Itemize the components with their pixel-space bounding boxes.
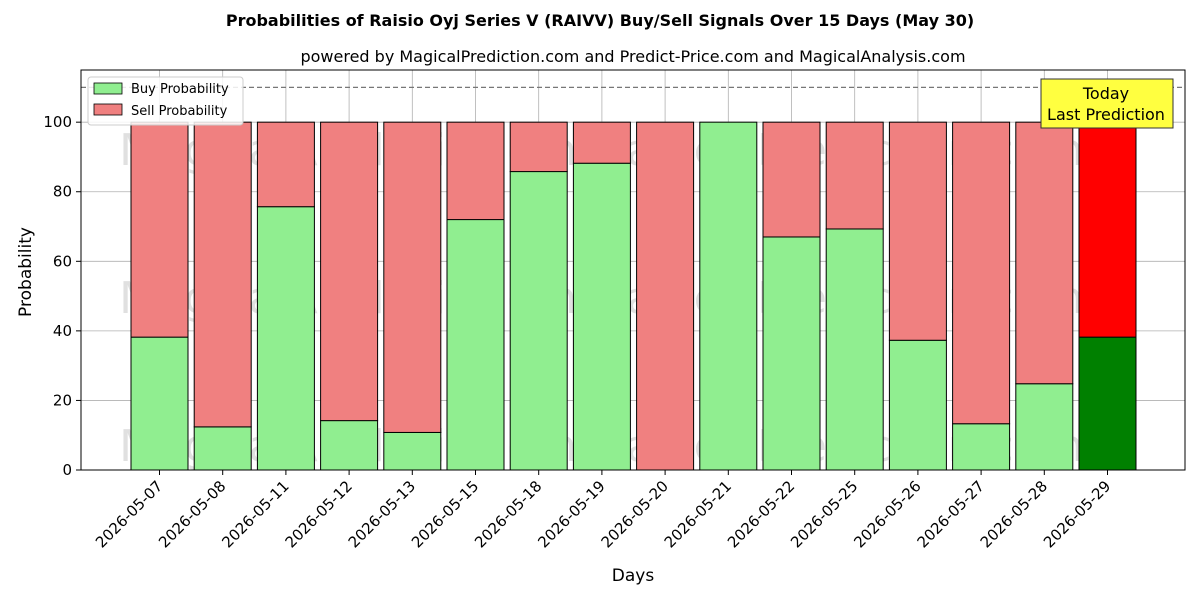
bar-buy — [699, 121, 758, 471]
plot-frame — [80, 69, 1186, 471]
x-tick-label: 2026-05-18 — [471, 477, 545, 551]
y-tick-label: 20 — [53, 391, 72, 409]
bar-buy — [383, 431, 442, 471]
x-tick-label: 2026-05-27 — [914, 477, 988, 551]
x-tick-label: 2026-05-11 — [218, 477, 292, 551]
bars — [130, 121, 1137, 471]
legend-swatch-sell — [93, 103, 123, 116]
legend: Buy Probability Sell Probability — [87, 76, 244, 126]
bar-sell — [636, 121, 695, 471]
x-tick-label: 2026-05-15 — [408, 477, 482, 551]
x-axis-ticks: 2026-05-072026-05-082026-05-112026-05-12… — [92, 470, 1114, 551]
annotation-box — [1040, 78, 1174, 129]
bar-sell — [1015, 121, 1074, 385]
bar-buy — [952, 423, 1011, 471]
chart-subtitle: powered by MagicalPrediction.com and Pre… — [300, 47, 965, 66]
legend-swatch-buy — [93, 82, 123, 95]
x-tick-label: 2026-05-13 — [345, 477, 419, 551]
bar-buy — [1015, 383, 1074, 471]
annotation-line-2: Last Prediction — [1047, 105, 1165, 124]
bar-buy — [320, 420, 379, 471]
bar-buy — [130, 336, 189, 471]
legend-label-buy: Buy Probability — [131, 82, 229, 97]
bar-buy — [1078, 336, 1137, 471]
x-tick-label: 2026-05-22 — [724, 477, 798, 551]
bar-sell — [320, 121, 379, 422]
x-tick-label: 2026-05-07 — [92, 477, 166, 551]
annotation-line-1: Today — [1082, 84, 1129, 103]
bar-sell — [509, 121, 568, 173]
bar-sell — [193, 121, 252, 428]
bar-buy — [825, 228, 884, 471]
bar-sell — [572, 121, 631, 164]
x-tick-label: 2026-05-26 — [850, 477, 924, 551]
today-annotation: Today Last Prediction — [1040, 78, 1174, 129]
chart-title: Probabilities of Raisio Oyj Series V (RA… — [226, 11, 974, 30]
y-axis-ticks: 0 20 40 60 80 100 — [43, 113, 81, 479]
y-tick-label: 60 — [53, 252, 72, 270]
bar-sell — [383, 121, 442, 433]
bar-sell — [888, 121, 947, 341]
x-tick-label: 2026-05-28 — [977, 477, 1051, 551]
y-tick-label: 40 — [53, 322, 72, 340]
bar-sell — [762, 121, 821, 238]
x-axis-label: Days — [612, 566, 655, 586]
bar-buy — [256, 206, 315, 471]
bar-buy — [193, 426, 252, 471]
bar-sell — [130, 121, 189, 338]
bar-sell — [1078, 121, 1137, 338]
legend-label-sell: Sell Probability — [131, 104, 228, 119]
x-tick-label: 2026-05-20 — [598, 477, 672, 551]
bar-buy — [509, 171, 568, 471]
bar-buy — [888, 339, 947, 471]
y-tick-label: 0 — [62, 461, 72, 479]
bar-sell — [446, 121, 505, 221]
bar-sell — [256, 121, 315, 208]
y-tick-label: 100 — [43, 113, 72, 131]
bar-buy — [572, 162, 631, 471]
x-tick-label: 2026-05-29 — [1040, 477, 1114, 551]
bar-sell — [825, 121, 884, 230]
y-tick-label: 80 — [53, 183, 72, 201]
y-axis-label: Probability — [16, 227, 36, 317]
x-tick-label: 2026-05-19 — [534, 477, 608, 551]
x-tick-label: 2026-05-25 — [787, 477, 861, 551]
bar-buy — [762, 236, 821, 471]
bar-buy — [446, 219, 505, 471]
x-tick-label: 2026-05-21 — [661, 477, 735, 551]
bar-sell — [952, 121, 1011, 425]
x-tick-label: 2026-05-12 — [282, 477, 356, 551]
x-tick-label: 2026-05-08 — [155, 477, 229, 551]
legend-frame — [87, 76, 244, 126]
